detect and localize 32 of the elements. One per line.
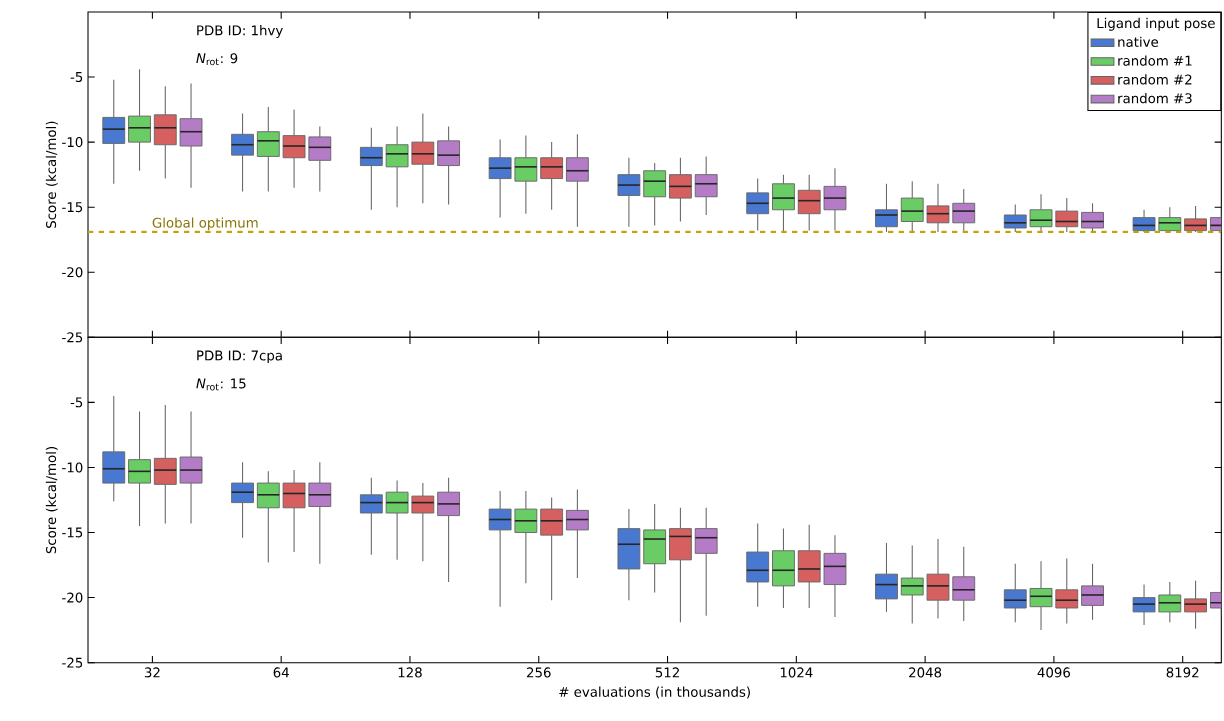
y-tick-label: -20 xyxy=(62,267,83,278)
x-tick-label: 32 xyxy=(144,667,160,678)
y-tick-label: -20 xyxy=(62,592,83,603)
ref-line-label: Global optimum xyxy=(152,217,258,231)
y-tick-label: -15 xyxy=(62,527,83,538)
x-tick-label: 4096 xyxy=(1037,667,1071,678)
x-tick-label: 512 xyxy=(655,667,679,678)
legend-label: native xyxy=(1118,36,1159,48)
y-tick-label: -10 xyxy=(62,462,83,473)
x-axis-title: # evaluations (in thousands) xyxy=(559,686,750,699)
annotation: PDB ID: 7cpa xyxy=(197,350,282,364)
x-tick-label: 256 xyxy=(527,667,551,678)
legend-label: random #2 xyxy=(1118,74,1192,85)
x-tick-label: 64 xyxy=(273,667,289,678)
legend-label: random #1 xyxy=(1118,55,1192,66)
annotation: N$_{rot}$: 9 xyxy=(196,53,238,66)
legend-label: random #3 xyxy=(1118,93,1192,104)
y-tick-label: -25 xyxy=(62,332,83,343)
y-tick-label: -5 xyxy=(70,72,83,83)
y-axis-title: Score (kcal/mol) xyxy=(45,447,58,554)
y-tick-label: -15 xyxy=(62,202,83,213)
x-tick-label: 128 xyxy=(398,667,422,678)
annotation: PDB ID: 1hvy xyxy=(197,25,283,39)
legend-title: Ligand input pose xyxy=(1097,18,1215,31)
x-tick-label: 8192 xyxy=(1166,667,1199,678)
y-tick-label: -10 xyxy=(62,137,83,148)
annotation: N$_{rot}$: 15 xyxy=(196,378,246,391)
x-tick-label: 2048 xyxy=(909,667,942,678)
x-tick-label: 1024 xyxy=(780,667,813,678)
y-tick-label: -5 xyxy=(70,397,83,408)
y-axis-title: Score (kcal/mol) xyxy=(45,121,58,229)
y-tick-label: -25 xyxy=(62,657,83,668)
